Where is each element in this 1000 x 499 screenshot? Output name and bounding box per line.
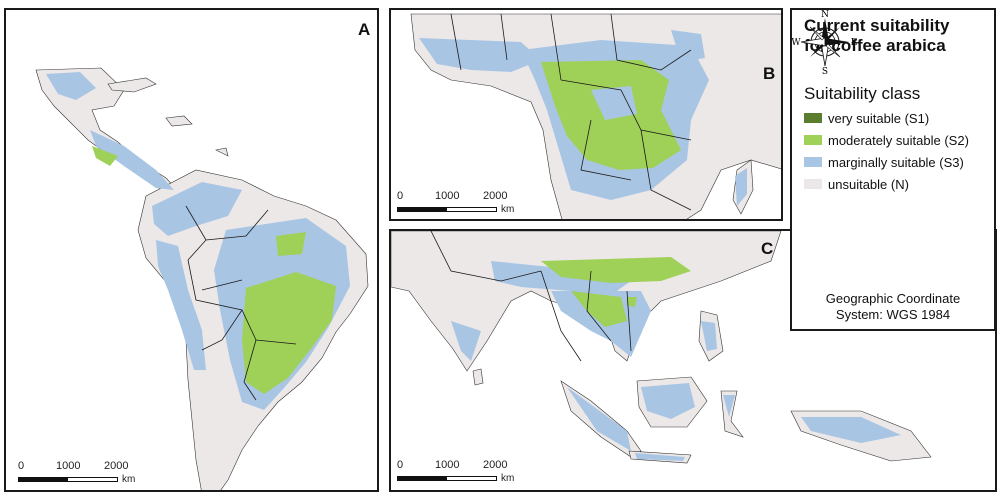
legend-label-s2: moderately suitable (S2): [828, 132, 969, 148]
map-panel-africa: B 0 1000 2000 km: [389, 8, 783, 221]
legend-swatch-s2: [804, 135, 822, 145]
scalebar-graphic: [18, 477, 118, 482]
legend-label-s3: marginally suitable (S3): [828, 154, 964, 170]
scalebar-labels: 0 1000 2000: [397, 190, 527, 204]
s3-himalaya: [491, 261, 631, 295]
scalebar-labels: 0 1000 2000: [397, 459, 527, 473]
s2-hainan: [627, 297, 637, 307]
scale-tick-1000: 1000: [435, 190, 460, 202]
scale-tick-2000: 2000: [483, 190, 508, 202]
legend-label-n: unsuitable (N): [828, 176, 909, 192]
map-panel-latin-america: A 0 1000 2000 km: [4, 8, 379, 492]
scale-tick-0: 0: [397, 190, 404, 202]
legend-subtitle: Suitability class: [804, 84, 921, 103]
s2-north-brazil: [276, 232, 306, 256]
legend-swatch-s1: [804, 113, 822, 123]
compass-rose-icon: N S E W: [792, 10, 858, 74]
compass-n: N: [821, 10, 829, 20]
scale-tick-0: 0: [18, 460, 25, 472]
map-legend: Current suitability for coffee arabica S…: [790, 8, 996, 331]
compass-s: S: [822, 67, 828, 74]
s3-congo-basin: [591, 86, 637, 120]
compass-e: E: [851, 38, 858, 48]
scale-unit: km: [501, 473, 515, 484]
land-sri-lanka: [472, 368, 484, 386]
s3-east-africa: [671, 30, 747, 206]
s2-brazil: [242, 272, 336, 394]
country-borders-b: [450, 13, 692, 211]
panel-letter-a: A: [358, 20, 371, 39]
s3-west-africa: [419, 38, 541, 72]
coordinate-system-note: Geographic Coordinate System: WGS 1984: [792, 291, 994, 323]
legend-swatch-s3: [804, 157, 822, 167]
scalebar-c: 0 1000 2000 km: [397, 459, 527, 489]
s2-indochina: [571, 291, 627, 327]
s3-mexico: [46, 72, 96, 100]
scalebar-graphic: [397, 476, 497, 481]
land-caribbean: [107, 77, 229, 157]
s3-indochina: [551, 291, 651, 357]
scalebar-labels: 0 1000 2000: [18, 460, 148, 474]
legend-item-s1: very suitable (S1): [804, 110, 929, 126]
scalebar-a: 0 1000 2000 km: [18, 460, 148, 490]
legend-item-s3: marginally suitable (S3): [804, 154, 964, 170]
crs-line1: Geographic Coordinate: [825, 291, 961, 306]
compass-w: W: [792, 38, 801, 48]
legend-item-s2: moderately suitable (S2): [804, 132, 969, 148]
country-borders-c: [430, 231, 632, 362]
scale-tick-1000: 1000: [56, 460, 81, 472]
s3-andes: [156, 240, 206, 370]
s3-northern-south-america: [152, 182, 242, 236]
africa-map: [410, 13, 781, 219]
s2-south-china: [541, 257, 691, 283]
s2-central-america: [92, 146, 118, 166]
legend-item-n: unsuitable (N): [804, 176, 909, 192]
scale-unit: km: [501, 204, 515, 215]
scale-tick-1000: 1000: [435, 459, 460, 471]
panel-letter-c: C: [761, 239, 774, 258]
legend-label-s1: very suitable (S1): [828, 110, 930, 126]
s3-central-america: [90, 130, 174, 190]
scalebar-graphic: [397, 207, 497, 212]
latin-america-map: [35, 67, 369, 490]
panel-letter-b: B: [763, 64, 776, 83]
country-borders-a: [185, 205, 297, 401]
crs-line2: System: WGS 1984: [835, 307, 951, 322]
scale-tick-2000: 2000: [104, 460, 129, 472]
scalebar-b: 0 1000 2000 km: [397, 190, 527, 219]
s3-india: [451, 321, 481, 361]
scale-tick-2000: 2000: [483, 459, 508, 471]
legend-title-line1: Current suitability: [804, 16, 950, 35]
scale-tick-0: 0: [397, 459, 404, 471]
s3-islands: [567, 321, 901, 461]
asia-map: [391, 231, 932, 464]
legend-swatch-n: [804, 179, 822, 189]
scale-unit: km: [122, 474, 136, 485]
